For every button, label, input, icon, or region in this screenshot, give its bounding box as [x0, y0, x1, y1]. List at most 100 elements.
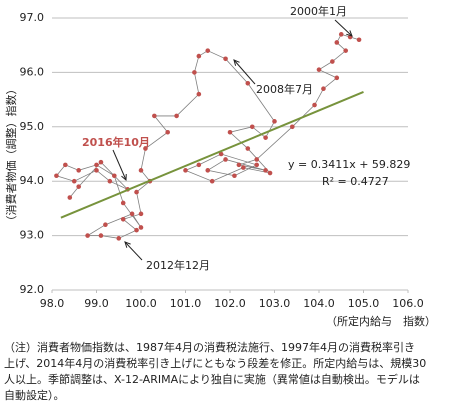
arrow-head	[124, 241, 131, 248]
point	[272, 119, 277, 124]
annotation-arrow	[334, 19, 353, 37]
x-tick-label: 103.0	[259, 297, 291, 310]
point	[343, 48, 349, 53]
point	[334, 40, 340, 45]
point	[120, 216, 126, 222]
y-tick-label: 97.0	[20, 11, 45, 24]
point	[134, 227, 139, 233]
point	[316, 67, 322, 72]
point	[321, 86, 326, 92]
x-tick-label: 105.0	[348, 297, 380, 310]
annotation: y = 0.3411x + 59.829	[288, 158, 410, 171]
footnote: （注）消費者物価指数は、1987年4月の消費税法施行、1997年4月の消費税率引…	[4, 340, 448, 404]
point	[174, 113, 179, 119]
x-tick-label: 99.0	[84, 297, 109, 310]
point	[263, 135, 268, 140]
annotation: R² = 0.4727	[322, 175, 389, 188]
point	[236, 162, 242, 168]
point	[249, 124, 255, 130]
point	[192, 70, 197, 75]
point	[334, 75, 340, 81]
series-line	[55, 33, 360, 239]
point	[245, 80, 251, 86]
point	[245, 146, 251, 151]
point	[134, 189, 139, 195]
annotation-arrow	[112, 149, 127, 181]
point	[76, 184, 81, 189]
point	[71, 178, 77, 184]
point	[143, 146, 148, 151]
point	[63, 162, 68, 168]
arrow-head	[233, 59, 240, 66]
x-axis-label: （所定内給与 指数）	[326, 314, 436, 328]
annotation-arrow	[233, 59, 256, 85]
point	[254, 162, 259, 168]
point	[196, 91, 202, 97]
annotation: 2000年1月	[290, 4, 347, 18]
point	[129, 211, 135, 217]
point	[205, 48, 211, 53]
point	[107, 178, 113, 184]
point	[98, 159, 104, 165]
point	[138, 225, 144, 230]
y-tick-label: 96.0	[20, 65, 45, 78]
point	[338, 32, 344, 37]
point	[223, 157, 228, 162]
note-line: 人以上。季節調整は、X-12-ARIMAにより独自に実施（異常値は自動検出。モデ…	[4, 373, 420, 386]
point	[54, 173, 59, 179]
x-tick-label: 100.0	[125, 297, 157, 310]
note-line: （注）消費者物価指数は、1987年4月の消費税法施行、1997年4月の消費税率引…	[4, 341, 415, 354]
point	[223, 56, 228, 62]
y-tick-label: 93.0	[20, 229, 45, 242]
annotation: 2016年10月	[82, 135, 150, 149]
point	[263, 168, 268, 173]
point	[112, 173, 117, 179]
annotation: 2012年12月	[146, 258, 210, 272]
y-axis-label: （消費者物価（調整）指数）	[4, 84, 18, 227]
chart: （消費者物価（調整）指数） （所定内給与 指数） 92.0 93.0 94.0 95.…	[4, 4, 436, 328]
point	[103, 222, 108, 228]
point	[241, 165, 246, 170]
point	[94, 162, 99, 168]
point	[227, 129, 233, 135]
note-line: 上げ、2014年4月の消費税率引き上げにともなう段差を修正。所定内給与は、規模3…	[4, 357, 427, 370]
point	[116, 236, 122, 241]
note-line: 自動設定）。	[4, 389, 65, 402]
point	[290, 124, 295, 130]
x-tick-label: 106.0	[392, 297, 424, 310]
point	[218, 151, 224, 157]
point	[138, 168, 144, 173]
point	[76, 168, 81, 173]
point	[183, 168, 188, 173]
point	[67, 195, 73, 200]
point	[165, 129, 170, 135]
point	[152, 113, 157, 119]
trendline	[60, 91, 364, 219]
point	[254, 157, 259, 162]
point	[356, 37, 362, 43]
y-tick-label: 94.0	[20, 174, 45, 187]
point	[138, 211, 144, 217]
point	[196, 162, 202, 168]
y-tick-label: 92.0	[20, 283, 45, 296]
annotation-arrow	[124, 241, 143, 261]
point	[85, 233, 90, 238]
x-tick-label: 98.0	[40, 297, 65, 310]
x-tick-label: 104.0	[303, 297, 335, 310]
x-tick-label: 102.0	[214, 297, 246, 310]
arrow-head	[346, 30, 353, 37]
annotation: 2008年7月	[256, 82, 313, 96]
x-tick-label: 101.0	[170, 297, 202, 310]
point	[98, 233, 104, 238]
y-tick-label: 95.0	[20, 120, 45, 133]
arrow-head	[121, 173, 127, 182]
point	[312, 102, 317, 108]
point	[94, 168, 99, 173]
point	[209, 178, 215, 184]
point	[232, 173, 237, 179]
point	[205, 168, 211, 173]
point	[196, 53, 202, 59]
point	[330, 59, 335, 64]
point	[267, 170, 273, 176]
